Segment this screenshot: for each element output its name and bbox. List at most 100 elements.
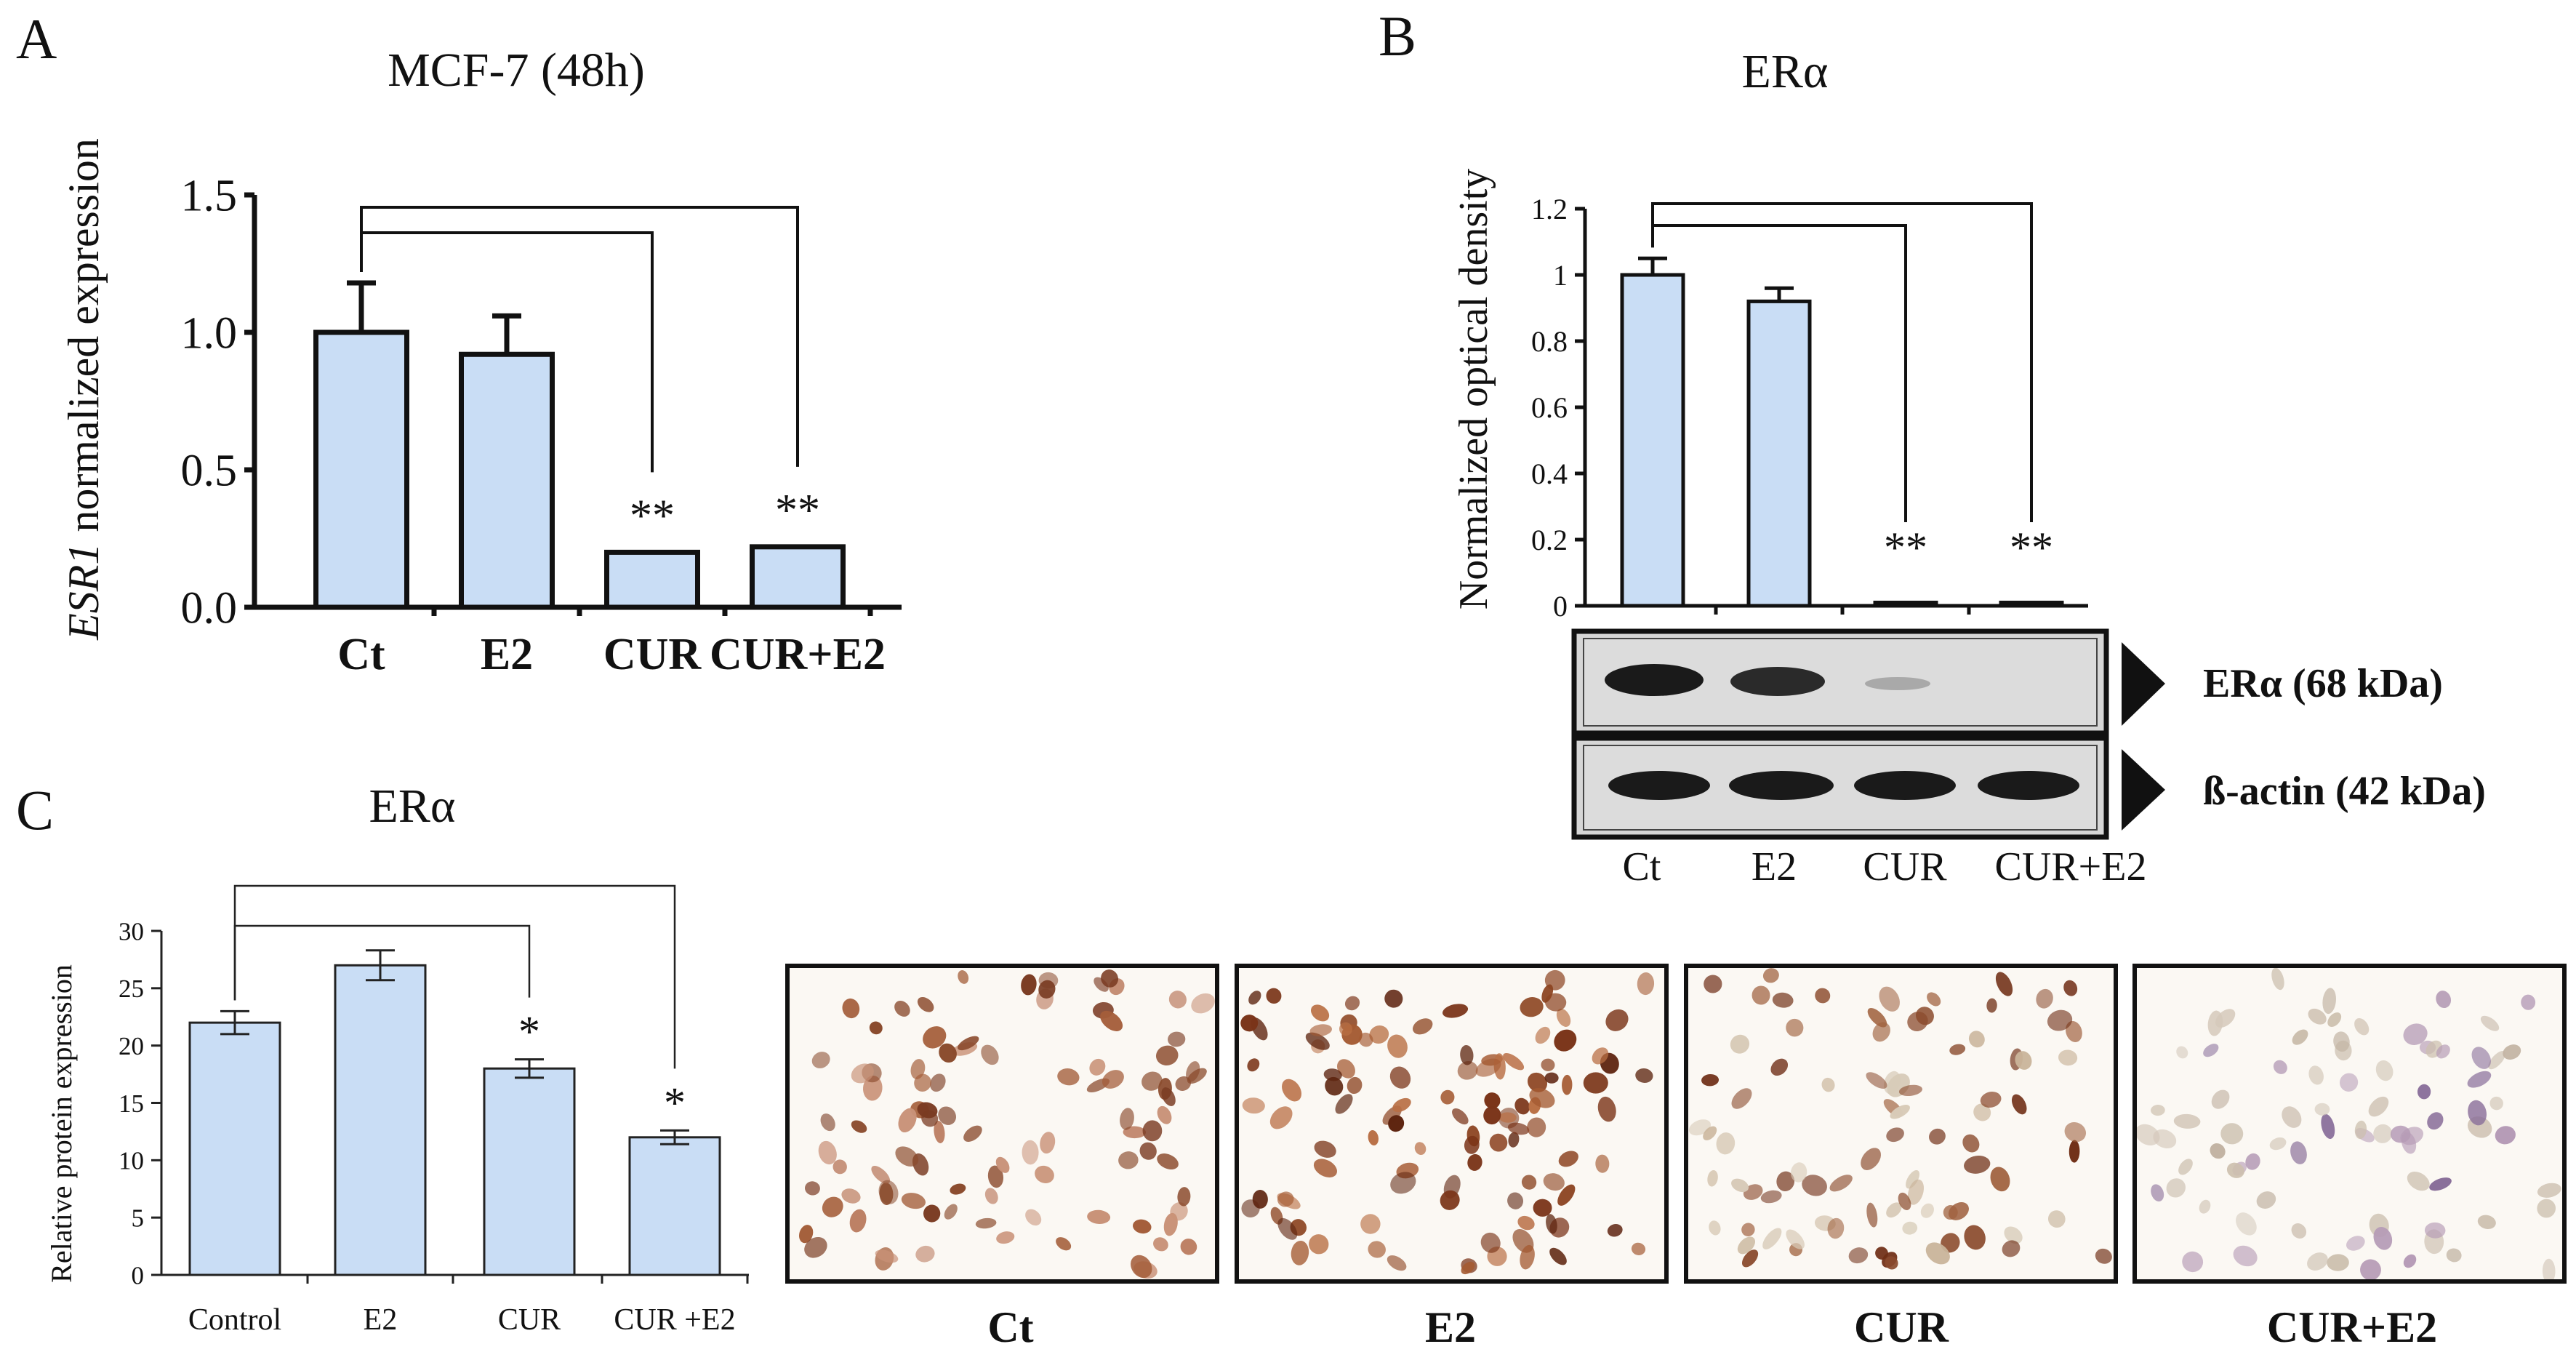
significance-marker: ** [1884,524,1927,572]
cell-nucleus [2327,1254,2349,1271]
cell-nucleus [2002,1240,2021,1257]
cell-nucleus [1133,1219,1152,1234]
cell-nucleus [1094,977,1109,992]
bar [483,1067,576,1276]
y-tick-label: 0.4 [1531,457,1568,490]
cell-nucleus [804,1181,820,1196]
y-tick-label: 1.5 [181,172,238,221]
cell-nucleus [1543,1173,1565,1191]
cell-nucleus [1637,972,1655,996]
cell-nucleus [1802,1175,1827,1196]
cell-nucleus [1412,1018,1433,1035]
cell-nucleus [1102,1070,1124,1089]
micrograph-label: CUR+E2 [2267,1303,2437,1351]
blot-lane-label: CUR+E2 [1995,844,2147,889]
category-label: CUR +E2 [614,1303,735,1337]
cell-nucleus [1875,1247,1888,1260]
cell-nucleus [1142,1120,1163,1142]
cell-nucleus [2151,1105,2165,1116]
blot-lane-label: CUR [1863,844,1947,889]
micrograph-cur-cells [1688,968,2112,1279]
y-tick-label: 25 [119,975,144,1003]
cell-nucleus [1389,1066,1411,1089]
cell-nucleus [939,1043,957,1063]
blot-arrow-era-icon [2122,642,2165,726]
cell-nucleus [869,1021,883,1035]
cell-nucleus [2368,1096,2389,1117]
cell-nucleus [2036,988,2053,1009]
blot-band-actin-cur [1854,771,1956,800]
cell-nucleus [1872,1022,1890,1042]
cell-nucleus [875,1249,899,1263]
significance-marker: * [664,1079,686,1127]
panel-c-title: ERα [369,780,456,833]
blot-lane-label: Ct [1623,844,1661,889]
blot-band-era-cur [1865,677,1930,690]
cell-nucleus [1452,1108,1469,1125]
cell-nucleus [1314,1140,1336,1158]
cell-nucleus [995,1156,1010,1173]
cell-nucleus [1309,1234,1329,1255]
cell-nucleus [1741,1223,1755,1236]
cell-nucleus [1607,1223,1623,1237]
cell-nucleus [2063,980,2078,996]
cell-nucleus [1554,1029,1577,1052]
cell-nucleus [2322,988,2336,1015]
cell-nucleus [2488,1050,2505,1070]
cell-nucleus [1123,1126,1147,1139]
cell-nucleus [923,1204,941,1223]
significance-marker: ** [775,486,820,535]
micrograph-background [1690,968,2112,1279]
cell-nucleus [2480,1015,2500,1031]
cell-nucleus [996,1231,1015,1244]
cell-nucleus [1915,1007,1934,1025]
cell-nucleus [1762,1228,1782,1249]
cell-nucleus [923,1026,947,1049]
cell-nucleus [1514,1097,1530,1115]
cell-nucleus [1177,1187,1191,1207]
cell-nucleus [1384,989,1403,1008]
cell-nucleus [1339,1022,1352,1036]
cell-nucleus [1597,1096,1616,1122]
cell-nucleus [1927,992,1941,1007]
cell-nucleus [1595,1154,1610,1173]
cell-nucleus [1247,1058,1260,1072]
category-label: Control [188,1303,281,1337]
cell-nucleus [2495,1126,2516,1145]
cell-nucleus [2199,1199,2211,1214]
cell-nucleus [1131,1255,1152,1279]
cell-nucleus [1885,1256,1898,1270]
cell-nucleus [1483,1105,1501,1125]
cell-nucleus [2182,1251,2204,1273]
cell-nucleus [1731,1178,1749,1193]
cell-nucleus [1440,1089,1455,1105]
cell-nucleus [851,1120,867,1133]
cell-nucleus [894,1000,910,1017]
y-tick-label: 5 [132,1204,145,1232]
cell-nucleus [1475,1058,1501,1077]
cell-nucleus [1964,1156,1991,1174]
cell-nucleus [842,998,860,1019]
cell-nucleus [1089,1058,1106,1076]
cell-nucleus [2407,1171,2430,1191]
bar [1746,299,1812,608]
cell-nucleus [901,1193,926,1209]
cell-nucleus [1390,1172,1416,1194]
cell-nucleus [1995,972,2013,996]
cell-nucleus [915,1245,935,1263]
cell-nucleus [1460,1044,1474,1065]
bar [459,351,555,610]
cell-nucleus [2137,1124,2160,1145]
cell-nucleus [1180,1239,1197,1255]
cell-nucleus [1313,1159,1338,1177]
cell-nucleus [2047,1009,2073,1031]
cell-nucleus [841,1188,861,1204]
micrograph-e2-cells [1240,968,1663,1279]
cell-nucleus [811,1052,830,1068]
panel-a-letter: A [16,7,57,71]
micrograph-ct [785,964,1219,1284]
cell-nucleus [1986,998,1997,1013]
cell-nucleus [984,1188,998,1204]
